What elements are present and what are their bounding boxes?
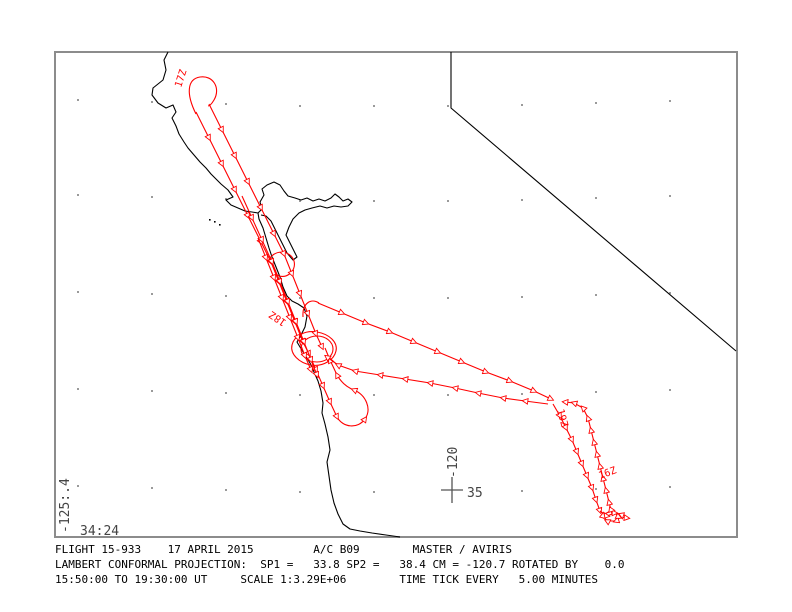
graticule-dot [373,200,375,202]
graticule-dot [521,296,523,298]
track-airport-cluster [600,510,627,521]
graticule-dot [299,394,301,396]
graticule-dot [447,297,449,299]
graticule-dot [299,297,301,299]
island-dot [209,219,211,221]
graticule-dot [225,392,227,394]
track-coast-teardrop [308,347,369,427]
track-turn-loop-17z [188,76,218,115]
track-east-leg-return [317,302,551,399]
graticule-dot [595,102,597,104]
graticule-dot [669,292,671,294]
graticule-dot [521,393,523,395]
graticule-dot [595,294,597,296]
footer-projection-info: LAMBERT CONFORMAL PROJECTION: SP1 = 33.8… [55,558,625,571]
graticule-dot [595,391,597,393]
island-dot [219,224,221,226]
graticule-dot [77,194,79,196]
graticule-dot [669,486,671,488]
coastline-path [151,51,401,538]
footer-flight-info: FLIGHT 15-933 17 APRIL 2015 A/C B09 MAST… [55,543,512,556]
graticule-dot [299,105,301,107]
graticule-dot [151,196,153,198]
graticule-dots [77,99,671,493]
island-dots [209,219,221,226]
track-corridor-short [257,237,311,370]
track-south-leg-outbound [565,402,612,515]
graticule-dot [225,489,227,491]
track-return-hook [302,300,320,318]
time-label-19z: 19Z [554,408,569,428]
graticule-dot [77,291,79,293]
graticule-dot [373,491,375,493]
graticule-longitude-label: -120 [446,447,461,478]
graticule-dot [521,199,523,201]
graticule-dot [151,101,153,103]
graticule-dot [447,200,449,202]
footer-time-scale-info: 15:50:00 TO 19:30:00 UT SCALE 1:3.29E+06… [55,573,599,586]
corner-longitude-label: -125:.4 [58,478,73,533]
graticule-dot [373,297,375,299]
graticule-dot [595,488,597,490]
graticule-dot [151,293,153,295]
island-dot [214,221,216,223]
graticule-crosshair [441,477,463,503]
graticule-dot [373,105,375,107]
graticule-dot [225,103,227,105]
graticule-dot [299,491,301,493]
graticule-latitude-label: 35 [467,486,483,501]
graticule-dot [447,105,449,107]
graticule-dot [669,100,671,102]
graticule-dot [669,195,671,197]
map-frame [54,51,738,538]
time-label-18z: 18Z [268,308,289,327]
corner-latitude-label: 34:24 [80,524,119,539]
graticule-dot [77,388,79,390]
state-border-path [450,52,737,352]
graticule-dot [225,295,227,297]
graticule-dot [447,394,449,396]
track-east-leg-outbound [327,357,549,404]
graticule-dot [373,394,375,396]
graticule-dot [151,487,153,489]
graticule-dot [521,490,523,492]
graticule-dot [77,485,79,487]
track-corridor-west [195,111,309,354]
sf-bay-path [257,181,353,261]
graticule-dot [521,104,523,106]
graticule-dot [595,197,597,199]
graticule-dot [77,99,79,101]
graticule-dot [151,390,153,392]
flight-track [188,76,627,521]
graticule-dot [669,389,671,391]
time-label-17z: 17Z [173,68,189,89]
map-line-work [151,51,737,538]
